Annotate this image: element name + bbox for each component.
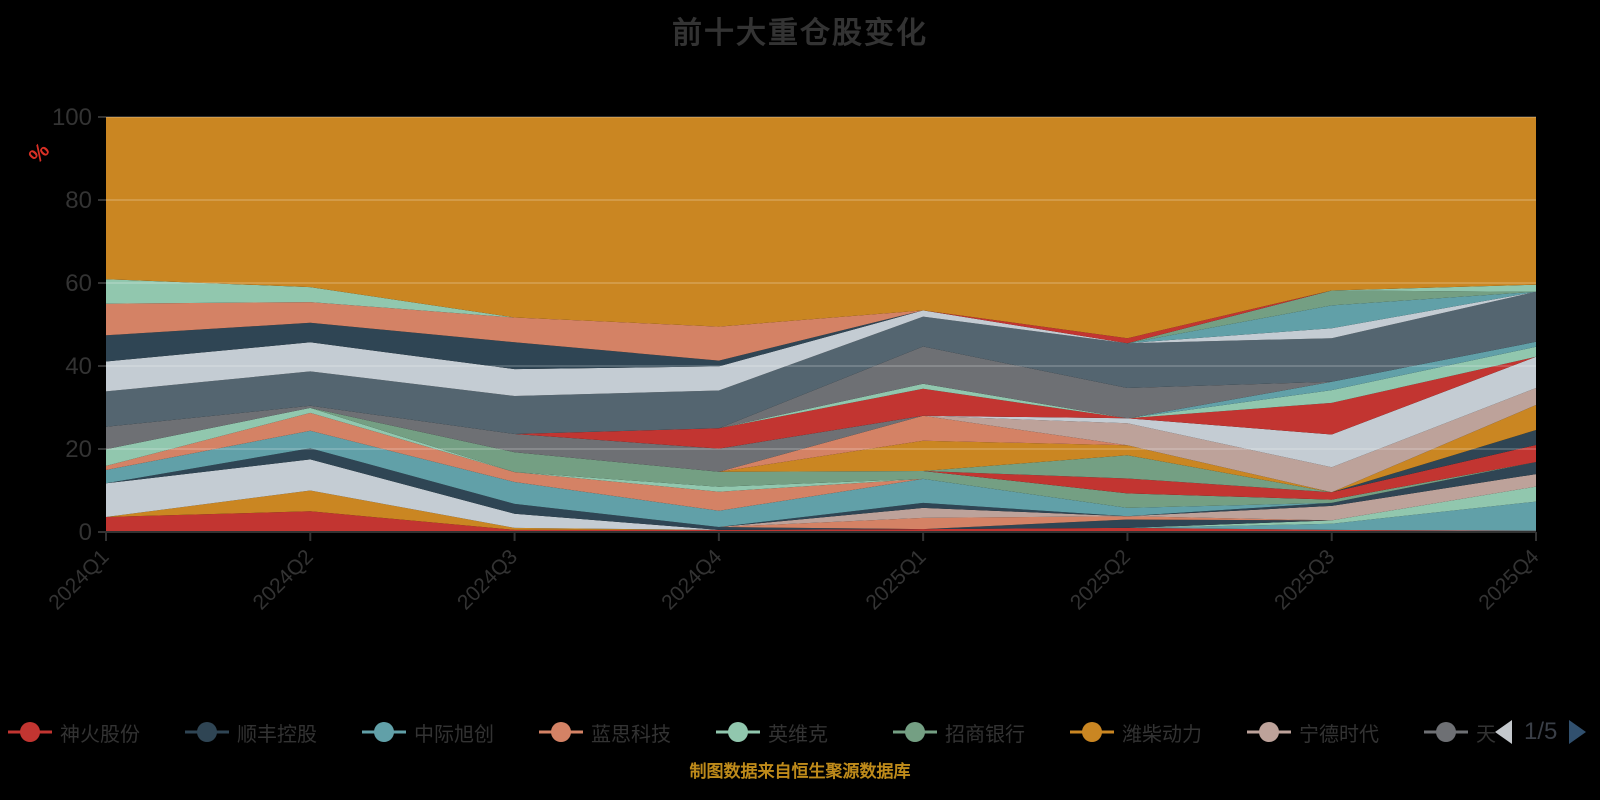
gridlines bbox=[106, 116, 1536, 450]
x-tick-label: 2025Q4 bbox=[1474, 545, 1543, 614]
legend-item-8[interactable]: 宁德时代 bbox=[1247, 712, 1379, 752]
legend-page-indicator: 1/5 bbox=[1524, 718, 1558, 745]
x-tick-label: 2024Q4 bbox=[657, 545, 726, 614]
legend-item-1[interactable]: 神火股份 bbox=[8, 712, 140, 752]
area-band-16[interactable] bbox=[106, 407, 1536, 493]
legend-item-6[interactable]: 招商银行 bbox=[893, 712, 1025, 752]
legend-item-label: 中际旭创 bbox=[414, 723, 494, 746]
legend-item-2[interactable]: 顺丰控股 bbox=[185, 712, 317, 752]
y-tick-label: 0 bbox=[79, 519, 92, 546]
y-tick-label: 40 bbox=[65, 353, 92, 380]
area-band-18[interactable] bbox=[106, 405, 1536, 493]
data-source-note: 制图数据来自恒生聚源数据库 bbox=[689, 762, 911, 781]
legend-item-label: 天 bbox=[1476, 723, 1496, 746]
area-band-22[interactable] bbox=[106, 356, 1536, 449]
area-band-2[interactable] bbox=[106, 490, 1536, 531]
area-band-3[interactable] bbox=[106, 490, 1536, 531]
area-band-10[interactable] bbox=[106, 430, 1536, 527]
legend-item-label: 招商银行 bbox=[945, 723, 1025, 746]
legend-item-3[interactable]: 中际旭创 bbox=[362, 712, 494, 752]
area-band-27[interactable] bbox=[106, 291, 1536, 396]
y-axis-unit: % bbox=[25, 138, 55, 168]
legend-item-7[interactable]: 潍柴动力 bbox=[1070, 712, 1202, 752]
area-band-25[interactable] bbox=[106, 341, 1536, 434]
x-tick-label: 2024Q3 bbox=[453, 545, 522, 614]
area-band-30[interactable] bbox=[106, 290, 1536, 361]
legend-series-marker-icon bbox=[539, 722, 583, 742]
legend-item-4[interactable]: 蓝思科技 bbox=[539, 712, 671, 752]
legend-series-marker-icon bbox=[8, 722, 52, 742]
area-series-group bbox=[106, 117, 1536, 532]
legend-series-marker-icon bbox=[716, 722, 760, 742]
area-band-23[interactable] bbox=[106, 346, 1536, 434]
legend-series-marker-icon bbox=[362, 722, 406, 742]
legend-series-marker-icon bbox=[1247, 722, 1291, 742]
legend-prev-page-icon[interactable] bbox=[1495, 720, 1512, 744]
area-band-32[interactable] bbox=[106, 290, 1536, 361]
legend-next-page-icon[interactable] bbox=[1569, 720, 1587, 744]
legend-series-marker-icon bbox=[893, 722, 937, 742]
area-band-33[interactable] bbox=[106, 279, 1536, 339]
legend-item-label: 宁德时代 bbox=[1299, 723, 1379, 746]
x-tick-label: 2025Q2 bbox=[1066, 545, 1135, 614]
stacked-area-chart[interactable]: 0 20 40 60 80 100% 2024Q1 2024Q2 2024Q3 2024Q4 202… bbox=[0, 0, 1600, 700]
legend-series-marker-icon bbox=[185, 722, 229, 742]
area-band-24[interactable] bbox=[106, 341, 1536, 434]
area-band-1[interactable] bbox=[106, 511, 1536, 532]
x-tick-label: 2024Q2 bbox=[249, 545, 318, 614]
legend-pager: 1/5 bbox=[1495, 712, 1587, 752]
area-band-5[interactable] bbox=[106, 459, 1536, 530]
legend-series-marker-icon bbox=[1070, 722, 1114, 742]
page-title: 前十大重仓股变化 bbox=[672, 17, 928, 50]
y-tick-label: 80 bbox=[65, 187, 92, 214]
x-tick-label: 2025Q1 bbox=[862, 545, 931, 614]
y-tick-label: 100 bbox=[52, 104, 92, 131]
legend-item-label: 英维克 bbox=[768, 723, 828, 746]
legend-item-label: 顺丰控股 bbox=[237, 723, 317, 746]
y-tick-label: 60 bbox=[65, 270, 92, 297]
area-band-11[interactable] bbox=[106, 412, 1536, 511]
legend-item-label: 神火股份 bbox=[60, 723, 140, 746]
legend-item-9[interactable]: 天 bbox=[1424, 712, 1496, 752]
legend-series-marker-icon bbox=[1424, 722, 1468, 742]
legend-item-label: 蓝思科技 bbox=[591, 723, 671, 746]
x-tick-label: 2025Q3 bbox=[1270, 545, 1339, 614]
legend: 神火股份 顺丰控股 中际旭创 蓝思科技 英维克 招商银行 潍柴动力 宁德时代 天 1/5 bbox=[0, 712, 1600, 752]
area-band-34[interactable] bbox=[106, 117, 1536, 339]
area-band-28[interactable] bbox=[106, 291, 1536, 370]
legend-item-label: 潍柴动力 bbox=[1122, 723, 1202, 746]
area-band-26[interactable] bbox=[106, 291, 1536, 434]
y-tick-label: 20 bbox=[65, 436, 92, 463]
legend-item-5[interactable]: 英维克 bbox=[716, 712, 828, 752]
x-tick-label: 2024Q1 bbox=[44, 545, 113, 614]
area-band-29[interactable] bbox=[106, 291, 1536, 361]
